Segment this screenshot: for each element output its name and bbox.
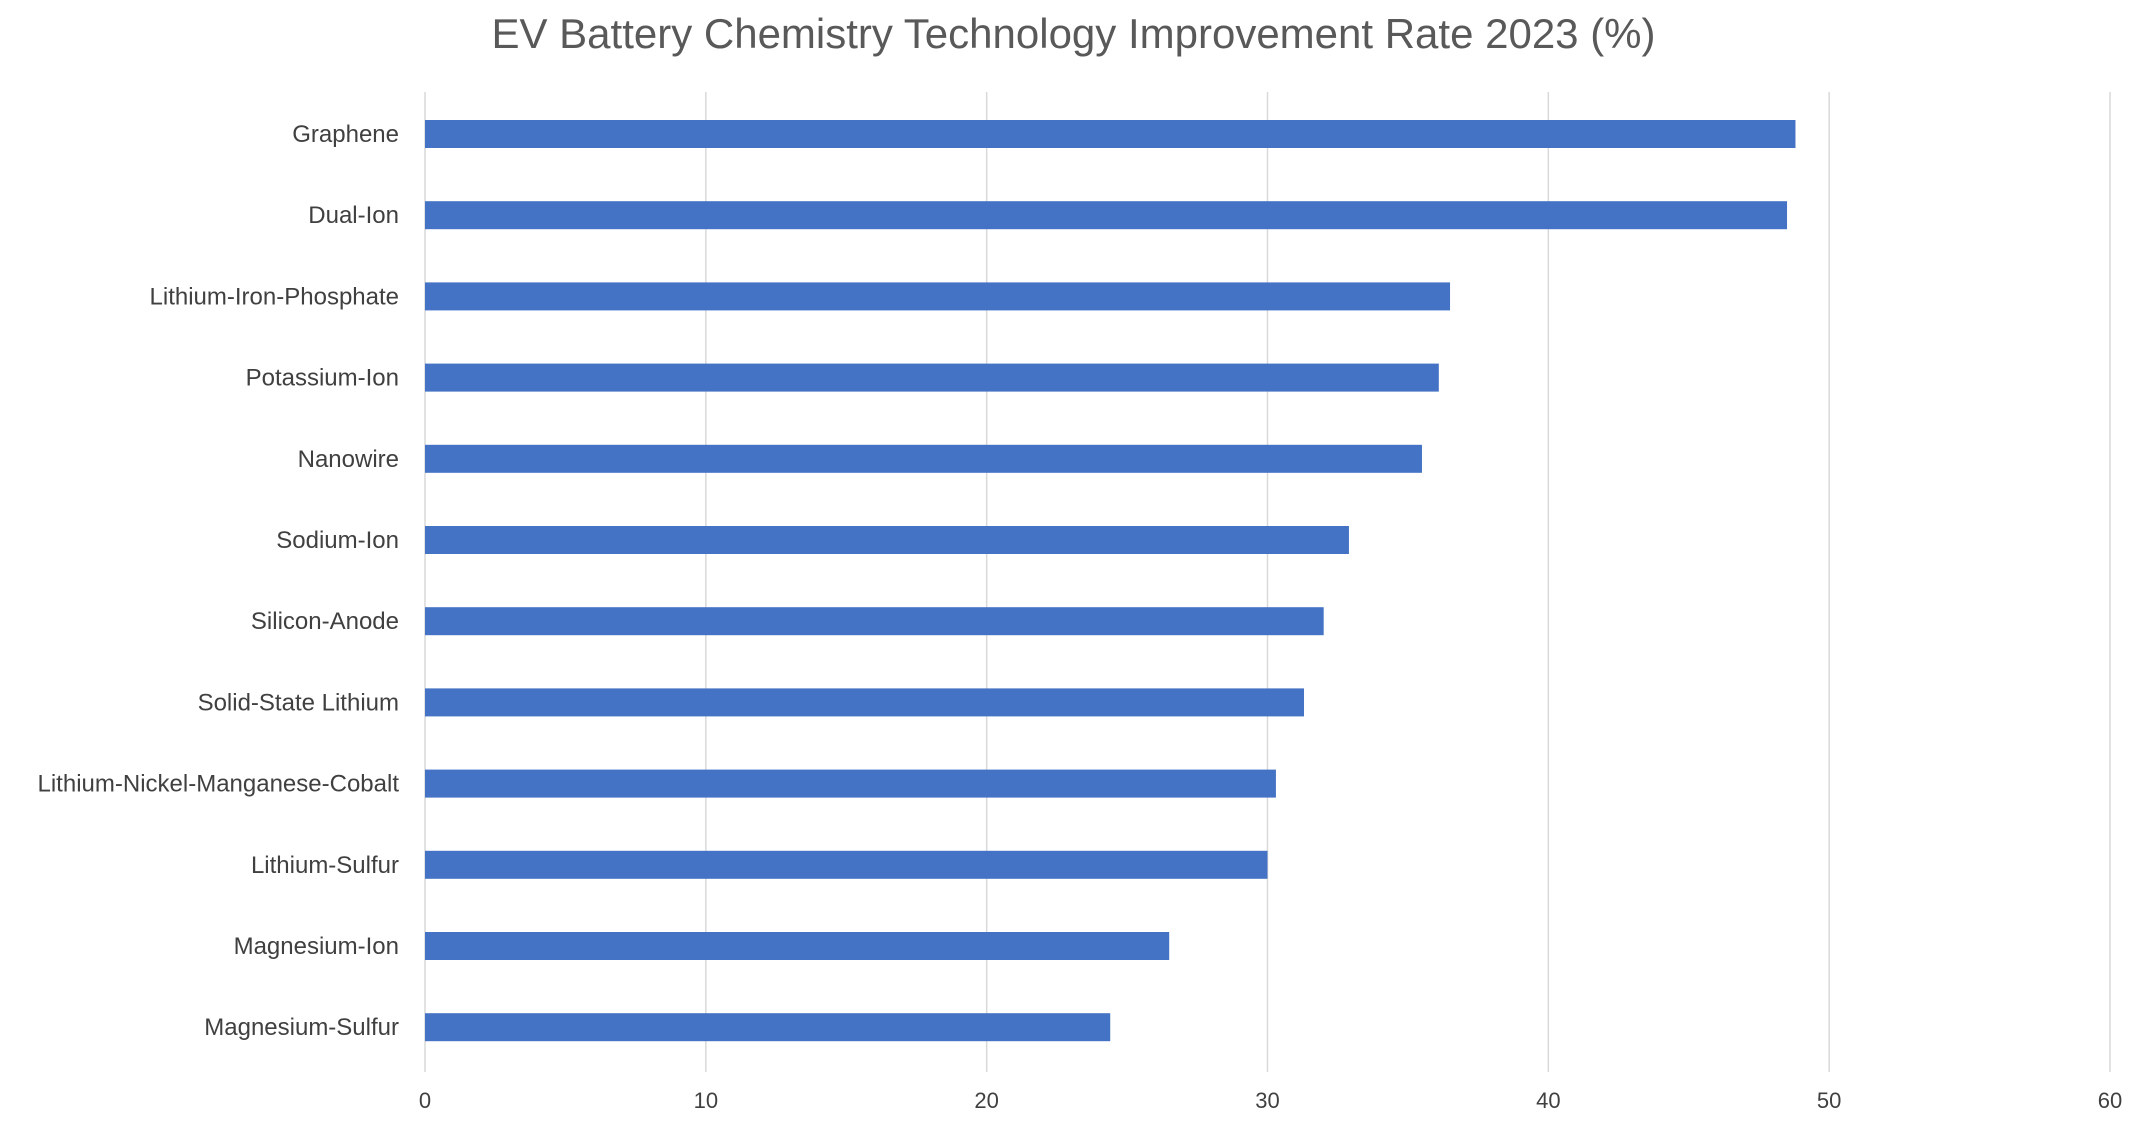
- bar: [425, 688, 1305, 717]
- x-tick-label: 10: [694, 1088, 718, 1113]
- bar: [425, 526, 1349, 554]
- category-label: Graphene: [292, 121, 399, 148]
- category-label: Sodium-Ion: [276, 527, 399, 554]
- bar: [425, 120, 1796, 148]
- bar: [425, 282, 1451, 311]
- category-labels: Graphene Dual-Ion Lithium-Iron-Phosphate Po…: [38, 121, 400, 1041]
- category-label: Lithium-Nickel-Manganese-Cobalt: [38, 771, 400, 798]
- bar: [425, 850, 1268, 879]
- x-tick-label: 20: [974, 1088, 998, 1113]
- bar: [425, 1013, 1111, 1042]
- x-tick-label: 40: [1536, 1088, 1560, 1113]
- category-label: Dual-Ion: [308, 202, 399, 229]
- x-tick-label: 50: [1817, 1088, 1841, 1113]
- gridlines: [424, 92, 2111, 1072]
- x-tick-label: 30: [1255, 1088, 1279, 1113]
- x-axis-tick-labels: 0 10 20 30 40 50 60: [419, 1088, 2122, 1113]
- chart-title: EV Battery Chemistry Technology Improvem…: [491, 10, 1656, 57]
- category-label: Lithium-Iron-Phosphate: [150, 283, 399, 310]
- bars: [425, 120, 1796, 1042]
- category-label: Lithium-Sulfur: [251, 852, 399, 879]
- bar: [425, 363, 1439, 392]
- category-label: Magnesium-Ion: [234, 933, 399, 960]
- category-label: Potassium-Ion: [246, 365, 399, 392]
- category-label: Nanowire: [298, 446, 399, 473]
- x-tick-label: 60: [2098, 1088, 2122, 1113]
- category-label: Magnesium-Sulfur: [204, 1014, 399, 1041]
- bar: [425, 607, 1324, 636]
- bar: [425, 444, 1422, 473]
- bar: [425, 769, 1276, 798]
- bar: [425, 201, 1788, 230]
- bar: [425, 932, 1170, 960]
- x-tick-label: 0: [419, 1088, 431, 1113]
- category-label: Solid-State Lithium: [198, 689, 399, 716]
- category-label: Silicon-Anode: [251, 608, 399, 635]
